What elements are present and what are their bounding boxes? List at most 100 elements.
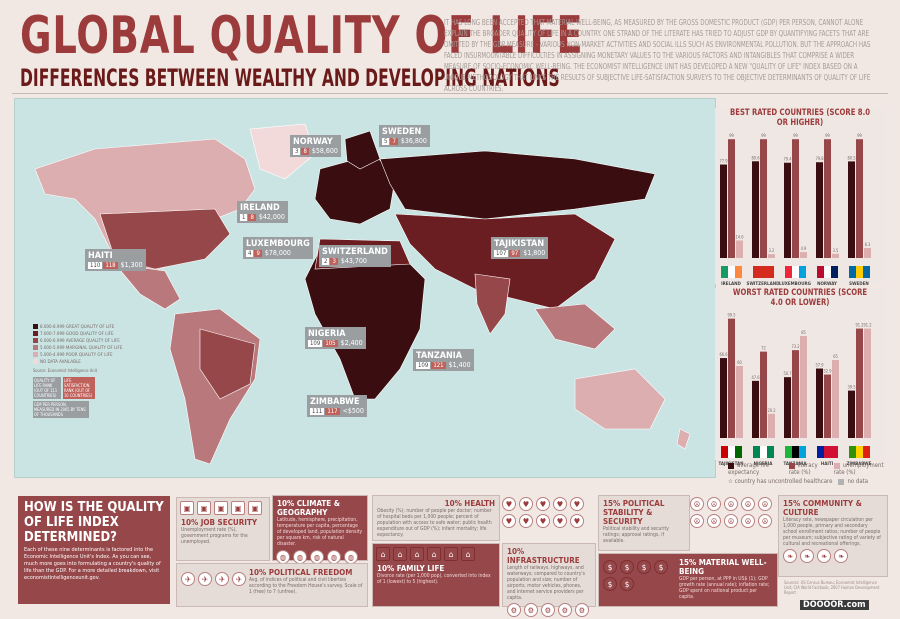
dove-icon: ✈ <box>198 572 212 586</box>
category-label-switzerland: SWITZERLAND <box>747 281 781 287</box>
peace-icon: ☮ <box>741 497 755 511</box>
map-legend-label: 5.000-4.999 POOR QUALITY OF LIFE <box>40 353 113 358</box>
bar-value-label: 77.9 <box>719 159 728 164</box>
callout-rank: 1 <box>240 214 248 221</box>
bar-value-label: 80.6 <box>751 155 760 160</box>
bar-zimbabwe-2 <box>864 328 871 438</box>
bar-zimbabwe-0 <box>848 390 855 438</box>
intro-text: IT HAS LONG BEEN ACCEPTED THAT MATERIAL … <box>444 18 871 93</box>
callout-rank: 111 <box>310 408 325 415</box>
heartbeat-icon: ♥ <box>519 514 533 528</box>
climate-icons: ◍ ◍ ◍ ◍ ◍ <box>273 547 367 567</box>
briefcase-icon: ▣ <box>231 501 245 515</box>
peace-icon: ☮ <box>724 497 738 511</box>
dove-icon: ✈ <box>215 572 229 586</box>
money-icons: $ $ $ $ $ $ <box>603 560 673 591</box>
political-freedom-title: 10% POLITICAL FREEDOM <box>249 568 353 577</box>
flag-zimbabwe-stripe <box>849 446 856 458</box>
callout-rank: 110 <box>88 262 103 269</box>
map-legend-source: Source: Economist Intelligence Unit <box>33 368 97 373</box>
flag-tanzania-stripe <box>785 446 792 458</box>
flag-luxembourg-stripe <box>792 266 799 278</box>
country-callout-tajikistan: TAJIKISTAN 107 97 $1,800 <box>491 237 549 259</box>
flag-norway-stripe <box>831 266 838 278</box>
flag-luxembourg-stripe <box>785 266 792 278</box>
callout-country-name: TANZANIA <box>416 351 463 361</box>
bar-value-label: 91.2 <box>863 323 871 328</box>
callout-satisfaction-rank: 117 <box>325 408 340 415</box>
callout-rank: 5 <box>382 138 390 145</box>
callout-satisfaction-rank: 9 <box>254 250 262 257</box>
map-key-gdp: GDP PER PERSON, MEASURED IN 2005 BY TENS… <box>33 401 89 418</box>
job-icons: ▣ ▣ ▣ ▣ ▣ <box>177 498 269 518</box>
map-legend-label: 8.000-8.999 GREAT QUALITY OF LIFE <box>40 325 115 330</box>
map-legend-item: 5.000-5.999 MARGINAL QUALITY OF LIFE <box>33 345 143 352</box>
infrastructure-text: Length of railways, highways, and waterw… <box>507 565 585 601</box>
briefcase-icon: ▣ <box>180 501 194 515</box>
bar-value-label: 3.5 <box>833 248 839 253</box>
briefcase-icon: ▣ <box>197 501 211 515</box>
health-text: Obesity (%); number of people per doctor… <box>377 508 492 538</box>
bar-value-label: 8.3 <box>865 242 871 247</box>
bar-value-label: 99 <box>761 133 766 138</box>
card-political-stability: 15% POLITICAL STABILITY & SECURITY Polit… <box>598 495 690 551</box>
flag-norway-stripe <box>817 266 824 278</box>
bar-luxembourg-1 <box>792 139 799 258</box>
bar-ireland-2 <box>736 240 743 258</box>
map-legend-swatch <box>33 331 38 336</box>
bar-luxembourg-0 <box>784 162 791 258</box>
climate-title: 10% CLIMATE & GEOGRAPHY <box>277 499 340 517</box>
bar-value-label: 47.6 <box>751 375 760 380</box>
page-title: GLOBAL QUALITY OF LIFE <box>20 6 584 66</box>
bar-value-label: 99 <box>793 133 798 138</box>
community-title: 15% COMMUNITY & CULTURE <box>783 499 862 517</box>
climate-text: Latitude, hemisphere, precipitation, tem… <box>277 517 363 547</box>
callout-gdp: $1,300 <box>120 261 143 269</box>
card-political-freedom: ✈ ✈ ✈ ✈ 10% POLITICAL FREEDOM Avg. of indic… <box>176 563 368 607</box>
country-callout-zimbabwe: ZIMBABWE 111 117 <$500 <box>307 395 367 417</box>
worst-rated-chart: 66.699.560TAJIKISTAN47.67220.2NIGERIA50.… <box>718 313 871 467</box>
callout-country-name: IRELAND <box>240 203 280 213</box>
flag-tajikistan-stripe <box>728 446 735 458</box>
map-india <box>474 273 511 335</box>
briefcase-icon: ▣ <box>248 501 262 515</box>
map-brazil <box>199 328 256 400</box>
peace-icon: ☮ <box>707 497 721 511</box>
bar-value-label: 99 <box>857 133 862 138</box>
category-label-ireland: IRELAND <box>721 281 741 287</box>
dollar-icon: $ <box>637 560 651 574</box>
community-text: Literacy rate, newspaper circulation per… <box>783 517 881 547</box>
map-key-satisfaction: LIFE SATISFACTION RANK (OUT OF 10 COUNTR… <box>63 377 95 399</box>
bar-tanzania-0 <box>784 377 791 438</box>
category-label-norway: NORWAY <box>817 281 837 287</box>
dollar-icon: $ <box>620 577 634 591</box>
callout-rank: 4 <box>246 250 254 257</box>
map-legend: 8.000-8.999 GREAT QUALITY OF LIFE 7.000-7… <box>33 324 143 418</box>
freedom-icons: ✈ ✈ ✈ ✈ <box>181 572 247 586</box>
country-callout-switzerland: SWITZERLAND 2 3 $43,700 <box>319 245 391 267</box>
flag-tanzania-stripe <box>792 446 799 458</box>
heartbeat-icon: ♥ <box>570 497 584 511</box>
bar-tanzania-1 <box>792 350 799 438</box>
flag-haiti-stripe <box>824 446 831 458</box>
legend-nodata: no data <box>847 478 869 485</box>
bar-value-label: 99.5 <box>727 313 735 318</box>
peace-icon: ☮ <box>758 514 772 528</box>
callout-country-name: SWEDEN <box>382 127 422 137</box>
map-key-rank: QUALITY OF LIFE RANK (OUT OF 111 COUNTRI… <box>33 377 61 399</box>
flag-nigeria-stripe <box>760 446 767 458</box>
bar-value-label: 79.4 <box>783 157 792 162</box>
category-label-luxembourg: LUXEMBOURG <box>779 281 812 287</box>
dollar-icon: $ <box>603 560 617 574</box>
callout-gdp: $78,000 <box>264 249 291 257</box>
briefcase-icon: ▣ <box>214 501 228 515</box>
bar-nigeria-2 <box>768 413 775 438</box>
bar-value-label: 73.2 <box>791 344 799 349</box>
family-icon: ⌂ <box>461 547 475 561</box>
family-icon: ⌂ <box>393 547 407 561</box>
flag-switzerland-stripe <box>760 266 767 278</box>
legend-unemployment: unemployment rate (%) <box>833 462 884 476</box>
bar-value-label: 14.6 <box>735 234 744 239</box>
map-mexico <box>114 263 181 310</box>
book-icon: ❧ <box>800 549 814 563</box>
